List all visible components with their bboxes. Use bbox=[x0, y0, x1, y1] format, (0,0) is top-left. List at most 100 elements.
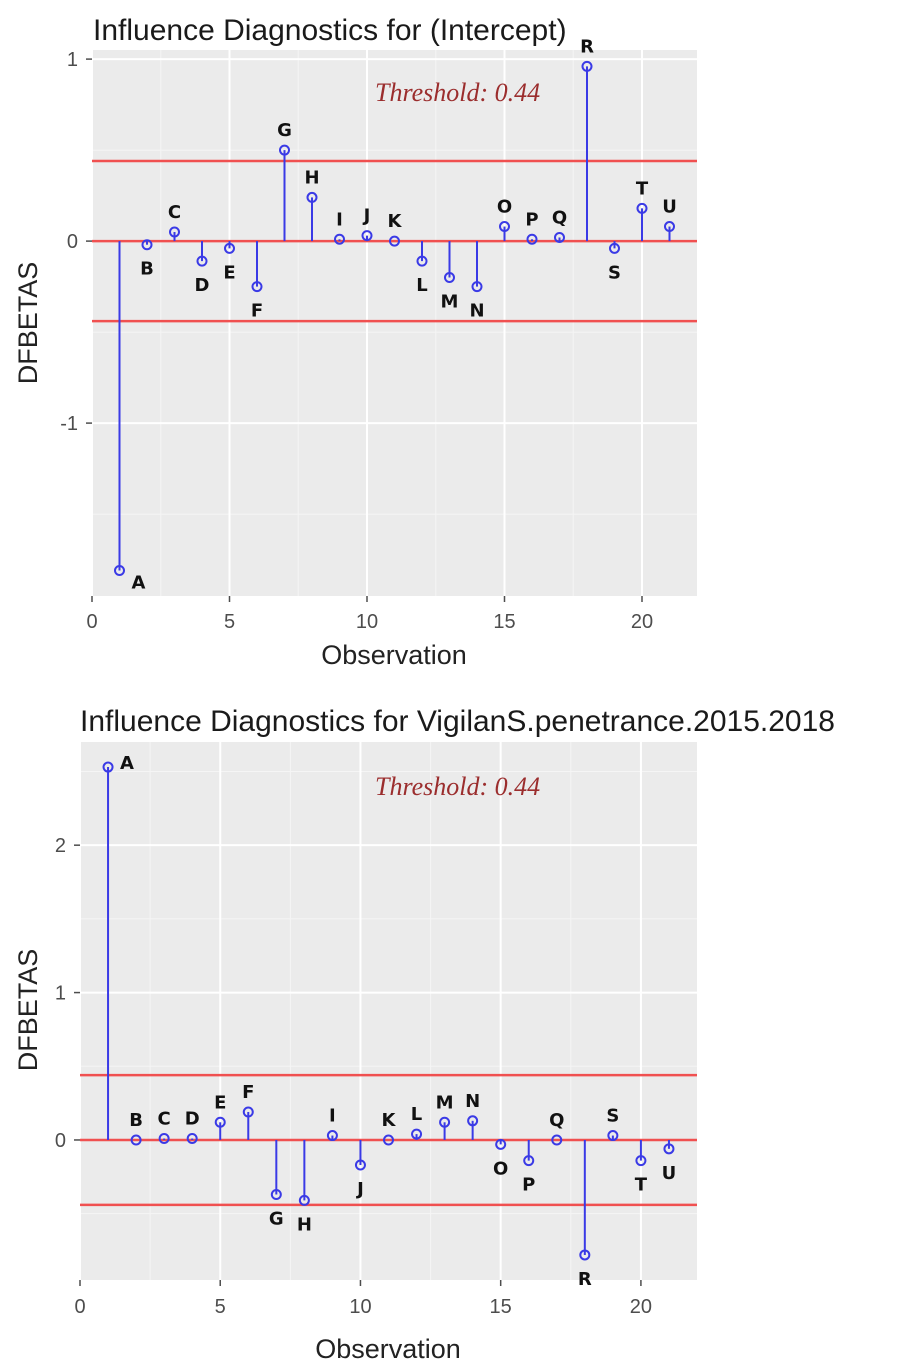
point-J bbox=[354, 1159, 366, 1171]
axis-ticks: 0 5 10 15 20 0 1 2 bbox=[55, 835, 652, 1318]
point-label-M: M bbox=[441, 292, 459, 313]
point-C bbox=[158, 1132, 170, 1144]
y-tick-label: 2 bbox=[55, 835, 66, 857]
point-D bbox=[196, 255, 208, 267]
point-label-D: D bbox=[195, 275, 210, 296]
point-E bbox=[224, 242, 235, 254]
point-label-K: K bbox=[382, 1110, 397, 1131]
x-tick-label: 0 bbox=[74, 1296, 85, 1318]
point-label-T: T bbox=[636, 178, 649, 199]
point-label-R: R bbox=[578, 1269, 592, 1290]
y-tick-label: 1 bbox=[67, 49, 78, 71]
point-label-E: E bbox=[214, 1092, 226, 1113]
point-label-H: H bbox=[304, 167, 319, 188]
point-E bbox=[214, 1116, 226, 1128]
point-Q bbox=[551, 1134, 563, 1146]
y-tick-label: 1 bbox=[55, 983, 66, 1005]
point-label-C: C bbox=[168, 202, 181, 223]
point-label-L: L bbox=[416, 275, 427, 296]
point-label-N: N bbox=[469, 301, 484, 322]
point-label-Q: Q bbox=[549, 1110, 564, 1131]
point-label-U: U bbox=[662, 1163, 677, 1184]
point-A bbox=[102, 761, 114, 773]
point-B bbox=[130, 1134, 142, 1146]
point-K bbox=[383, 1134, 394, 1146]
x-axis-title: Observation bbox=[315, 1334, 461, 1364]
point-label-Q: Q bbox=[552, 207, 567, 228]
point-R bbox=[581, 60, 593, 72]
plot-panel bbox=[92, 50, 697, 596]
point-C bbox=[169, 226, 180, 238]
point-H bbox=[306, 191, 318, 203]
point-J bbox=[361, 230, 373, 242]
threshold-lines bbox=[80, 1073, 697, 1207]
x-tick-label: 5 bbox=[215, 1296, 226, 1318]
point-R bbox=[579, 1249, 591, 1261]
point-label-I: I bbox=[329, 1106, 336, 1127]
point-label-S: S bbox=[606, 1106, 619, 1127]
point-label-B: B bbox=[129, 1110, 143, 1131]
point-O bbox=[495, 1138, 507, 1150]
x-tick-label: 5 bbox=[224, 611, 235, 633]
point-D bbox=[186, 1132, 198, 1144]
x-tick-label: 15 bbox=[490, 1296, 512, 1318]
y-tick-label: -1 bbox=[60, 413, 78, 435]
point-F bbox=[242, 1106, 254, 1118]
point-Q bbox=[554, 231, 565, 243]
x-tick-label: 10 bbox=[349, 1296, 371, 1318]
point-K bbox=[389, 235, 400, 247]
chart-title: Influence Diagnostics for (Intercept) bbox=[93, 14, 567, 47]
point-label-O: O bbox=[493, 1158, 508, 1179]
point-G bbox=[270, 1189, 282, 1201]
x-tick-label: 20 bbox=[630, 1296, 652, 1318]
chart-title: Influence Diagnostics for VigilanS.penet… bbox=[80, 705, 835, 738]
point-L bbox=[416, 255, 428, 267]
point-label-G: G bbox=[269, 1209, 284, 1230]
y-tick-label: 0 bbox=[67, 231, 78, 253]
x-axis-title: Observation bbox=[321, 640, 467, 670]
point-F bbox=[251, 281, 263, 293]
point-label-B: B bbox=[140, 259, 154, 280]
point-label-F: F bbox=[251, 301, 263, 322]
point-S bbox=[607, 1130, 619, 1142]
x-tick-label: 10 bbox=[356, 611, 378, 633]
point-label-K: K bbox=[388, 211, 403, 232]
y-tick-label: 0 bbox=[55, 1130, 66, 1152]
point-T bbox=[635, 1155, 647, 1167]
point-P bbox=[526, 233, 538, 245]
point-label-H: H bbox=[297, 1214, 312, 1235]
point-A bbox=[114, 565, 125, 577]
point-label-D: D bbox=[185, 1108, 200, 1129]
x-tick-label: 20 bbox=[631, 611, 653, 633]
x-tick-label: 15 bbox=[493, 611, 515, 633]
x-tick-label: 0 bbox=[86, 611, 97, 633]
chart-vigilans: A B C DE F G H I J K LM N OP Q R S TU 0 5 10 15 20 0 1 2 Influe… bbox=[13, 705, 835, 1364]
point-P bbox=[523, 1155, 535, 1167]
y-axis-title: DFBETAS bbox=[13, 949, 43, 1072]
point-label-P: P bbox=[522, 1175, 535, 1196]
point-M bbox=[444, 272, 455, 283]
point-M bbox=[439, 1116, 451, 1128]
point-H bbox=[298, 1194, 310, 1206]
point-label-U: U bbox=[662, 197, 677, 218]
point-N bbox=[471, 281, 483, 293]
point-N bbox=[467, 1115, 479, 1127]
point-L bbox=[411, 1128, 423, 1140]
point-label-C: C bbox=[158, 1108, 171, 1129]
point-label-E: E bbox=[223, 262, 235, 283]
point-G bbox=[279, 144, 290, 156]
point-I bbox=[334, 233, 345, 245]
point-label-I: I bbox=[336, 209, 343, 230]
point-label-J: J bbox=[355, 1179, 364, 1200]
point-U bbox=[664, 221, 675, 233]
threshold-annotation: Threshold: 0.44 bbox=[375, 772, 540, 801]
point-label-R: R bbox=[580, 36, 594, 57]
point-label-A: A bbox=[120, 753, 134, 774]
threshold-lines bbox=[92, 159, 697, 323]
point-label-F: F bbox=[242, 1082, 254, 1103]
point-label-T: T bbox=[635, 1175, 648, 1196]
point-S bbox=[609, 242, 620, 254]
